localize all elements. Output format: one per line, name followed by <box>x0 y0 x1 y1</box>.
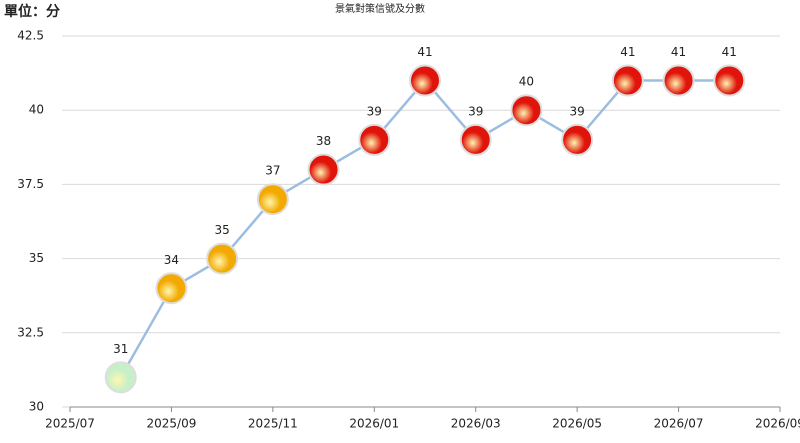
x-tick-label: 2025/11 <box>248 417 298 431</box>
data-label: 41 <box>671 45 686 59</box>
data-label: 37 <box>265 164 280 178</box>
data-label: 39 <box>570 104 585 118</box>
x-tick-label: 2026/03 <box>451 417 501 431</box>
x-tick-label: 2025/09 <box>146 417 196 431</box>
point <box>155 272 188 305</box>
data-label: 35 <box>215 223 230 237</box>
y-tick-label: 42.5 <box>17 29 44 43</box>
x-tick-label: 2026/01 <box>349 417 399 431</box>
point <box>662 64 695 97</box>
data-label: 41 <box>620 45 635 59</box>
data-label: 40 <box>519 75 534 89</box>
y-tick-label: 35 <box>29 251 44 265</box>
y-tick-label: 40 <box>29 103 44 117</box>
x-tick-label: 2026/09 <box>755 417 800 431</box>
point <box>561 123 594 156</box>
data-label: 41 <box>722 45 737 59</box>
y-tick-label: 30 <box>29 400 44 414</box>
data-label: 41 <box>417 45 432 59</box>
x-tick-label: 2026/07 <box>654 417 704 431</box>
point <box>358 123 391 156</box>
point <box>307 153 340 186</box>
y-tick-label: 32.5 <box>17 325 44 339</box>
point <box>459 123 492 156</box>
point <box>510 94 543 127</box>
data-label: 31 <box>113 342 128 356</box>
data-label: 39 <box>468 104 483 118</box>
y-tick-label: 37.5 <box>17 177 44 191</box>
chart-title: 景氣對策信號及分數 <box>335 2 425 15</box>
data-label: 39 <box>367 104 382 118</box>
x-tick-label: 2026/05 <box>552 417 602 431</box>
data-label: 34 <box>164 253 179 267</box>
point <box>256 183 289 216</box>
point <box>409 64 441 97</box>
point <box>611 64 644 97</box>
data-label: 38 <box>316 134 331 148</box>
point <box>104 361 137 394</box>
point <box>206 242 239 275</box>
point <box>713 64 746 97</box>
x-tick-label: 2025/07 <box>45 417 95 431</box>
unit-label: 單位：分 <box>4 3 60 20</box>
